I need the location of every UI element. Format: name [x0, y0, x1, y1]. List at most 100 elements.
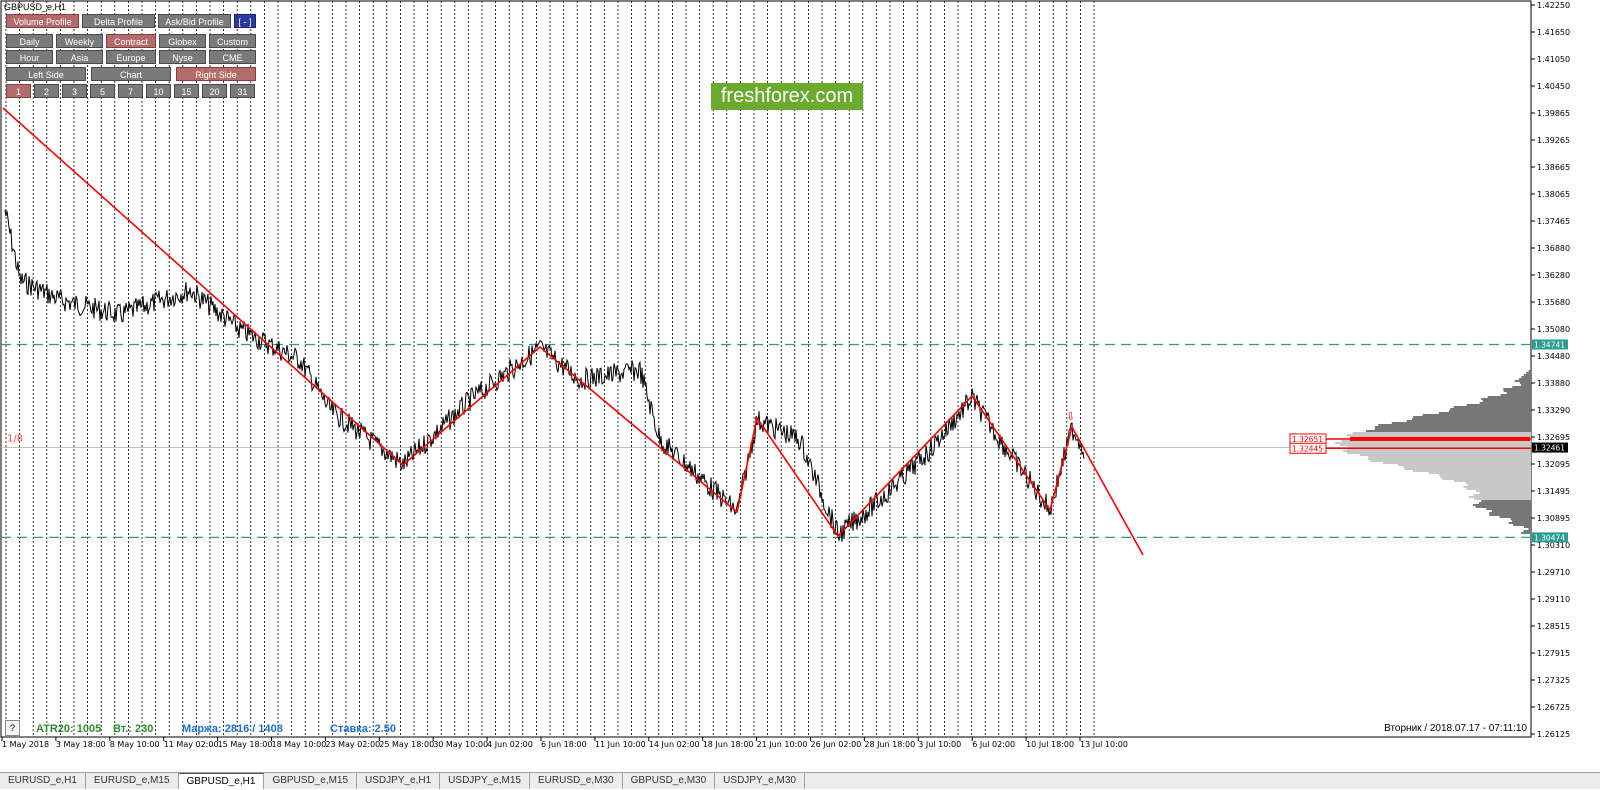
delta-profile-button[interactable]: Delta Profile [82, 14, 155, 28]
period-15-button[interactable]: 15 [174, 84, 199, 98]
time-tick-label: 1 May 2018 [2, 740, 49, 749]
chart-frame [0, 0, 1532, 738]
time-tick-label: 11 Jun 10:00 [595, 740, 646, 749]
custom-button[interactable]: Custom [209, 34, 256, 48]
volume-profile-bar [1378, 424, 1531, 426]
price-tick-label: 1.33880 [1537, 379, 1570, 388]
period-2-button[interactable]: 2 [34, 84, 59, 98]
price-tick-label: 1.34480 [1537, 352, 1570, 361]
price-tick-label: 1.38665 [1537, 163, 1570, 172]
time-tick-label: 6 Jun 18:00 [541, 740, 587, 749]
margin-readout: Маржа: 2816 / 1408 [182, 723, 283, 735]
ask-bid-profile-button[interactable]: Ask/Bid Profile [158, 14, 231, 28]
tab-gbpusd-m15[interactable]: GBPUSD_e,M15 [264, 773, 358, 789]
window-title: GBPUSD_e,H1 [4, 2, 67, 12]
zigzag-line [2, 107, 1144, 556]
volume-profile-button[interactable]: Volume Profile [6, 14, 79, 28]
contract-button[interactable]: Contract [106, 34, 156, 48]
price-tick-label: 1.29710 [1537, 568, 1570, 577]
help-button[interactable]: ? [5, 720, 20, 736]
tab-eurusd-m15[interactable]: EURUSD_e,M15 [86, 773, 179, 789]
weekly-button[interactable]: Weekly [56, 34, 103, 48]
tab-eurusd-m30[interactable]: EURUSD_e,M30 [530, 773, 623, 789]
hour-button[interactable]: Hour [6, 50, 53, 64]
price-tick-label: 1.27325 [1537, 676, 1570, 685]
volume-profile-bar [1397, 464, 1531, 466]
volume-profile-bar [1508, 522, 1531, 524]
time-tick-label: 3 May 18:00 [56, 740, 106, 749]
volume-profile-bar [1512, 386, 1531, 388]
volume-profile-bar [1438, 412, 1531, 414]
vt-readout: Вт.: 230 [113, 723, 154, 735]
period-10-button[interactable]: 10 [146, 84, 171, 98]
poc-high-label: 1.32651 [1292, 435, 1323, 444]
down-arrow-icon: ⇩ [1066, 410, 1075, 423]
volume-profile-bar [1383, 462, 1531, 464]
left-side-button[interactable]: Left Side [6, 67, 86, 81]
volume-profile-bar [1500, 394, 1531, 396]
server-datetime: Вторник / 2018.07.17 - 07:11:10 [1384, 723, 1527, 734]
volume-profile-bar [1503, 390, 1531, 392]
time-tick-label: 4 Jun 02:00 [487, 740, 533, 749]
upper-level-price-label: 1.34741 [1534, 340, 1565, 349]
lower-level-price-label: 1.30474 [1534, 533, 1565, 542]
time-tick-label: 18 May 10:00 [272, 740, 327, 749]
volume-profile-bar [1479, 492, 1531, 494]
cme-button[interactable]: CME [209, 50, 256, 64]
daily-button[interactable]: Daily [6, 34, 53, 48]
tab-usdjpy-h1[interactable]: USDJPY_e,H1 [357, 773, 441, 789]
volume-profile-bar [1440, 476, 1531, 478]
volume-profile-bar [1404, 468, 1531, 470]
asia-button[interactable]: Asia [56, 50, 103, 64]
volume-profile-bar [1503, 388, 1531, 390]
tab-usdjpy-m15[interactable]: USDJPY_e,M15 [440, 773, 530, 789]
volume-profile-bar [1366, 430, 1531, 432]
tab-gbpusd-h1[interactable]: GBPUSD_e,H1 [178, 773, 265, 789]
price-chart[interactable]: 1.42250 1.41650 1.41050 1.40450 1.39865 1.392… [0, 0, 1600, 772]
chart-tabs: EURUSD_e,H1 EURUSD_e,M15 GBPUSD_e,H1 GBP… [0, 772, 1600, 789]
tab-eurusd-h1[interactable]: EURUSD_e,H1 [0, 773, 86, 789]
price-tick-label: 1.35680 [1537, 298, 1570, 307]
poc-band [1350, 436, 1530, 441]
period-5-button[interactable]: 5 [90, 84, 115, 98]
volume-profile-bar [1528, 370, 1531, 372]
volume-profile-bar [1519, 382, 1531, 384]
volume-profile-bar [1391, 422, 1531, 424]
volume-profile-bar [1520, 532, 1531, 534]
time-tick-label: 14 Jun 02:00 [649, 740, 700, 749]
volume-profile-bar [1481, 398, 1531, 400]
tab-gbpusd-m30[interactable]: GBPUSD_e,M30 [623, 773, 716, 789]
volume-profile-bar [1510, 518, 1531, 520]
globex-button[interactable]: Globex [159, 34, 206, 48]
period-3-button[interactable]: 3 [62, 84, 87, 98]
volume-profile-bar [1482, 400, 1531, 402]
murray-level-label: 1/8 [7, 434, 23, 445]
period-31-button[interactable]: 31 [230, 84, 255, 98]
freshforex-watermark: freshforex.com [711, 83, 863, 110]
volume-profile-bar [1466, 404, 1531, 406]
collapse-button[interactable]: [ - ] [234, 14, 256, 28]
chart-button[interactable]: Chart [91, 67, 171, 81]
volume-profile-bar [1374, 426, 1531, 428]
rate-readout: Ставка: 2.50 [330, 723, 396, 735]
volume-profile-bar [1352, 432, 1531, 434]
price-tick-label: 1.32095 [1537, 460, 1570, 469]
right-side-button[interactable]: Right Side [176, 67, 256, 81]
volume-profile-bar [1428, 472, 1531, 474]
volume-profile-bar [1479, 402, 1531, 404]
europe-button[interactable]: Europe [106, 50, 156, 64]
volume-profile-bar [1479, 502, 1531, 504]
volume-profile-bar [1347, 452, 1531, 454]
nyse-button[interactable]: Nyse [159, 50, 206, 64]
period-1-button[interactable]: 1 [6, 84, 31, 98]
period-20-button[interactable]: 20 [202, 84, 227, 98]
volume-profile-bar [1521, 376, 1531, 378]
tab-usdjpy-m30[interactable]: USDJPY_e,M30 [715, 773, 805, 789]
volume-profile-bar [1523, 374, 1531, 376]
period-7-button[interactable]: 7 [118, 84, 143, 98]
price-tick-label: 1.39265 [1537, 136, 1570, 145]
volume-profile-bar [1514, 380, 1531, 382]
price-tick-label: 1.35080 [1537, 325, 1570, 334]
price-tick-label: 1.27915 [1537, 649, 1570, 658]
